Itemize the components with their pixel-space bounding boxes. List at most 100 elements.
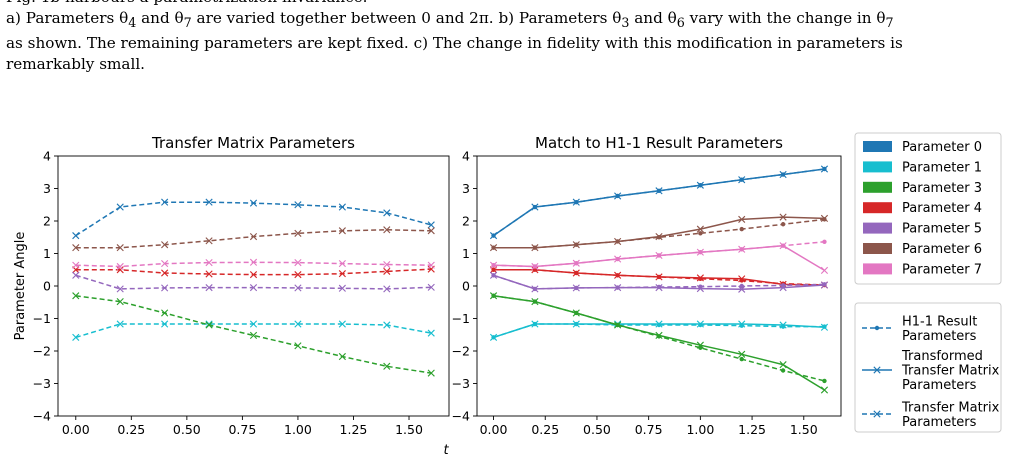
data-point-parameter-6 [72,244,80,252]
data-point-parameter-5 [294,284,302,292]
data-point-parameter-6 [531,244,539,252]
caption-a-sub1: 4 [128,15,137,31]
data-point-parameter-3 [427,369,435,377]
data-point-parameter-4 [116,266,124,274]
series-line-parameter-4 [75,268,432,276]
y-tick-label: −2 [33,344,51,359]
y-tick-label: −4 [33,409,51,424]
data-point-parameter-0 [820,165,829,173]
y-tick-label: 3 [462,181,470,196]
data-point-parameter-0 [531,203,539,211]
data-point-parameter-5 [249,284,258,292]
legend-label: Transfer Matrix [901,364,1000,379]
data-point-parameter-5 [161,284,169,292]
data-point-parameter-6 [738,215,746,223]
data-point-parameter-6 [338,227,346,235]
x-tick-label: 0.25 [531,422,559,437]
data-point-parameter-6 [161,241,169,249]
legend-label: Parameters [902,415,977,430]
y-tick-label: 2 [43,214,51,229]
legend-parameters: Parameter 0 Parameter 1 Parameter 3 Paramet… [854,132,1002,285]
data-point-parameter-3 [531,298,539,306]
y-tick-label: 4 [462,149,470,164]
data-point-parameter-6 [116,244,124,252]
y-tick-label: −4 [452,409,470,424]
x-tick-label: 0.25 [117,422,145,437]
data-point-parameter-0 [72,232,80,240]
data-point-parameter-7 [822,239,827,244]
series-line-parameter-7 [493,244,825,272]
data-point-parameter-7 [338,259,346,268]
data-point-parameter-3 [780,368,786,373]
data-point-parameter-3 [739,356,744,362]
chart-title: Match to H1-1 Result Parameters [535,134,783,152]
legend-label: Parameters [902,329,977,344]
legend-label: H1-1 Result [902,314,977,329]
data-point-parameter-7 [161,259,169,268]
data-point-parameter-0 [161,198,169,206]
data-point-parameter-3 [572,309,580,317]
legend-label: Transformed [901,349,983,364]
data-point-parameter-1 [655,320,663,328]
data-point-parameter-0 [738,176,746,184]
legend-swatch [863,243,892,254]
data-point-parameter-6 [489,244,498,252]
x-tick-label: 1.50 [395,422,423,437]
data-point-parameter-5 [572,284,580,292]
data-point-parameter-6 [205,237,213,245]
x-tick-label: 0.50 [583,422,611,437]
data-point-parameter-7 [72,261,80,269]
y-tick-label: 3 [43,181,51,196]
figure-caption: Fig. 1b harbours a parametrization invar… [6,0,1022,110]
data-point-parameter-5 [72,271,80,279]
legend-swatch [863,141,892,152]
caption-b-sub3: 7 [885,15,894,31]
data-point-parameter-5 [427,283,435,291]
legend-line-styles: H1-1 ResultParametersTransformedTransfer… [854,302,1002,433]
data-point-parameter-3 [614,321,622,329]
data-point-parameter-1 [249,320,258,328]
data-point-parameter-1 [294,320,302,328]
data-point-parameter-7 [655,251,663,260]
chart-2: −4 −3 −2 −1 0 1 2 3 4 0.00 0.25 0.50 0.75 1.00 1.25 1.5… [452,134,842,437]
data-point-parameter-4 [655,273,663,281]
y-tick-label: 1 [43,246,51,261]
data-point-parameter-0 [205,198,213,206]
data-point-parameter-5 [738,285,746,293]
data-point-parameter-1 [427,329,435,337]
data-point-parameter-1 [338,320,346,328]
x-tick-label: 0.75 [228,422,256,437]
series-line-parameter-6 [75,229,432,249]
data-point-parameter-4 [696,274,704,282]
data-point-parameter-7 [738,245,746,253]
data-point-parameter-5 [820,281,829,289]
y-tick-label: −3 [452,376,470,391]
caption-a-text2: and θ [136,9,184,27]
data-point-parameter-6 [698,231,703,236]
data-point-parameter-3 [822,378,827,384]
data-point-parameter-5 [116,285,124,293]
data-point-parameter-6 [739,226,744,232]
data-point-parameter-7 [249,258,258,266]
legend-label: Parameter 3 [902,181,982,196]
chart-title: Transfer Matrix Parameters [151,134,355,152]
caption-a-text1: a) Parameters θ [6,9,129,27]
x-tick-label: 1.25 [738,422,766,437]
caption-b-text2: vary with the change in θ [684,9,886,27]
series-line-parameter-0 [75,201,432,237]
data-point-parameter-4 [205,270,213,278]
data-point-parameter-0 [294,201,302,209]
data-point-parameter-7 [820,266,829,274]
data-point-parameter-5 [383,285,391,293]
data-point-parameter-7 [489,261,498,269]
y-tick-label: 4 [43,149,51,164]
series-line-parameter-6 [493,218,825,249]
legend-box [854,302,1002,433]
y-tick-label: 0 [462,279,470,294]
data-point-parameter-7 [614,255,622,263]
data-point-parameter-1 [489,333,498,341]
data-point-parameter-3 [116,298,124,306]
data-point-parameter-4 [161,269,169,277]
caption-line-a: a) Parameters θ4 and θ7 are varied toget… [6,8,1022,33]
caption-b-sub1: 3 [621,15,630,31]
